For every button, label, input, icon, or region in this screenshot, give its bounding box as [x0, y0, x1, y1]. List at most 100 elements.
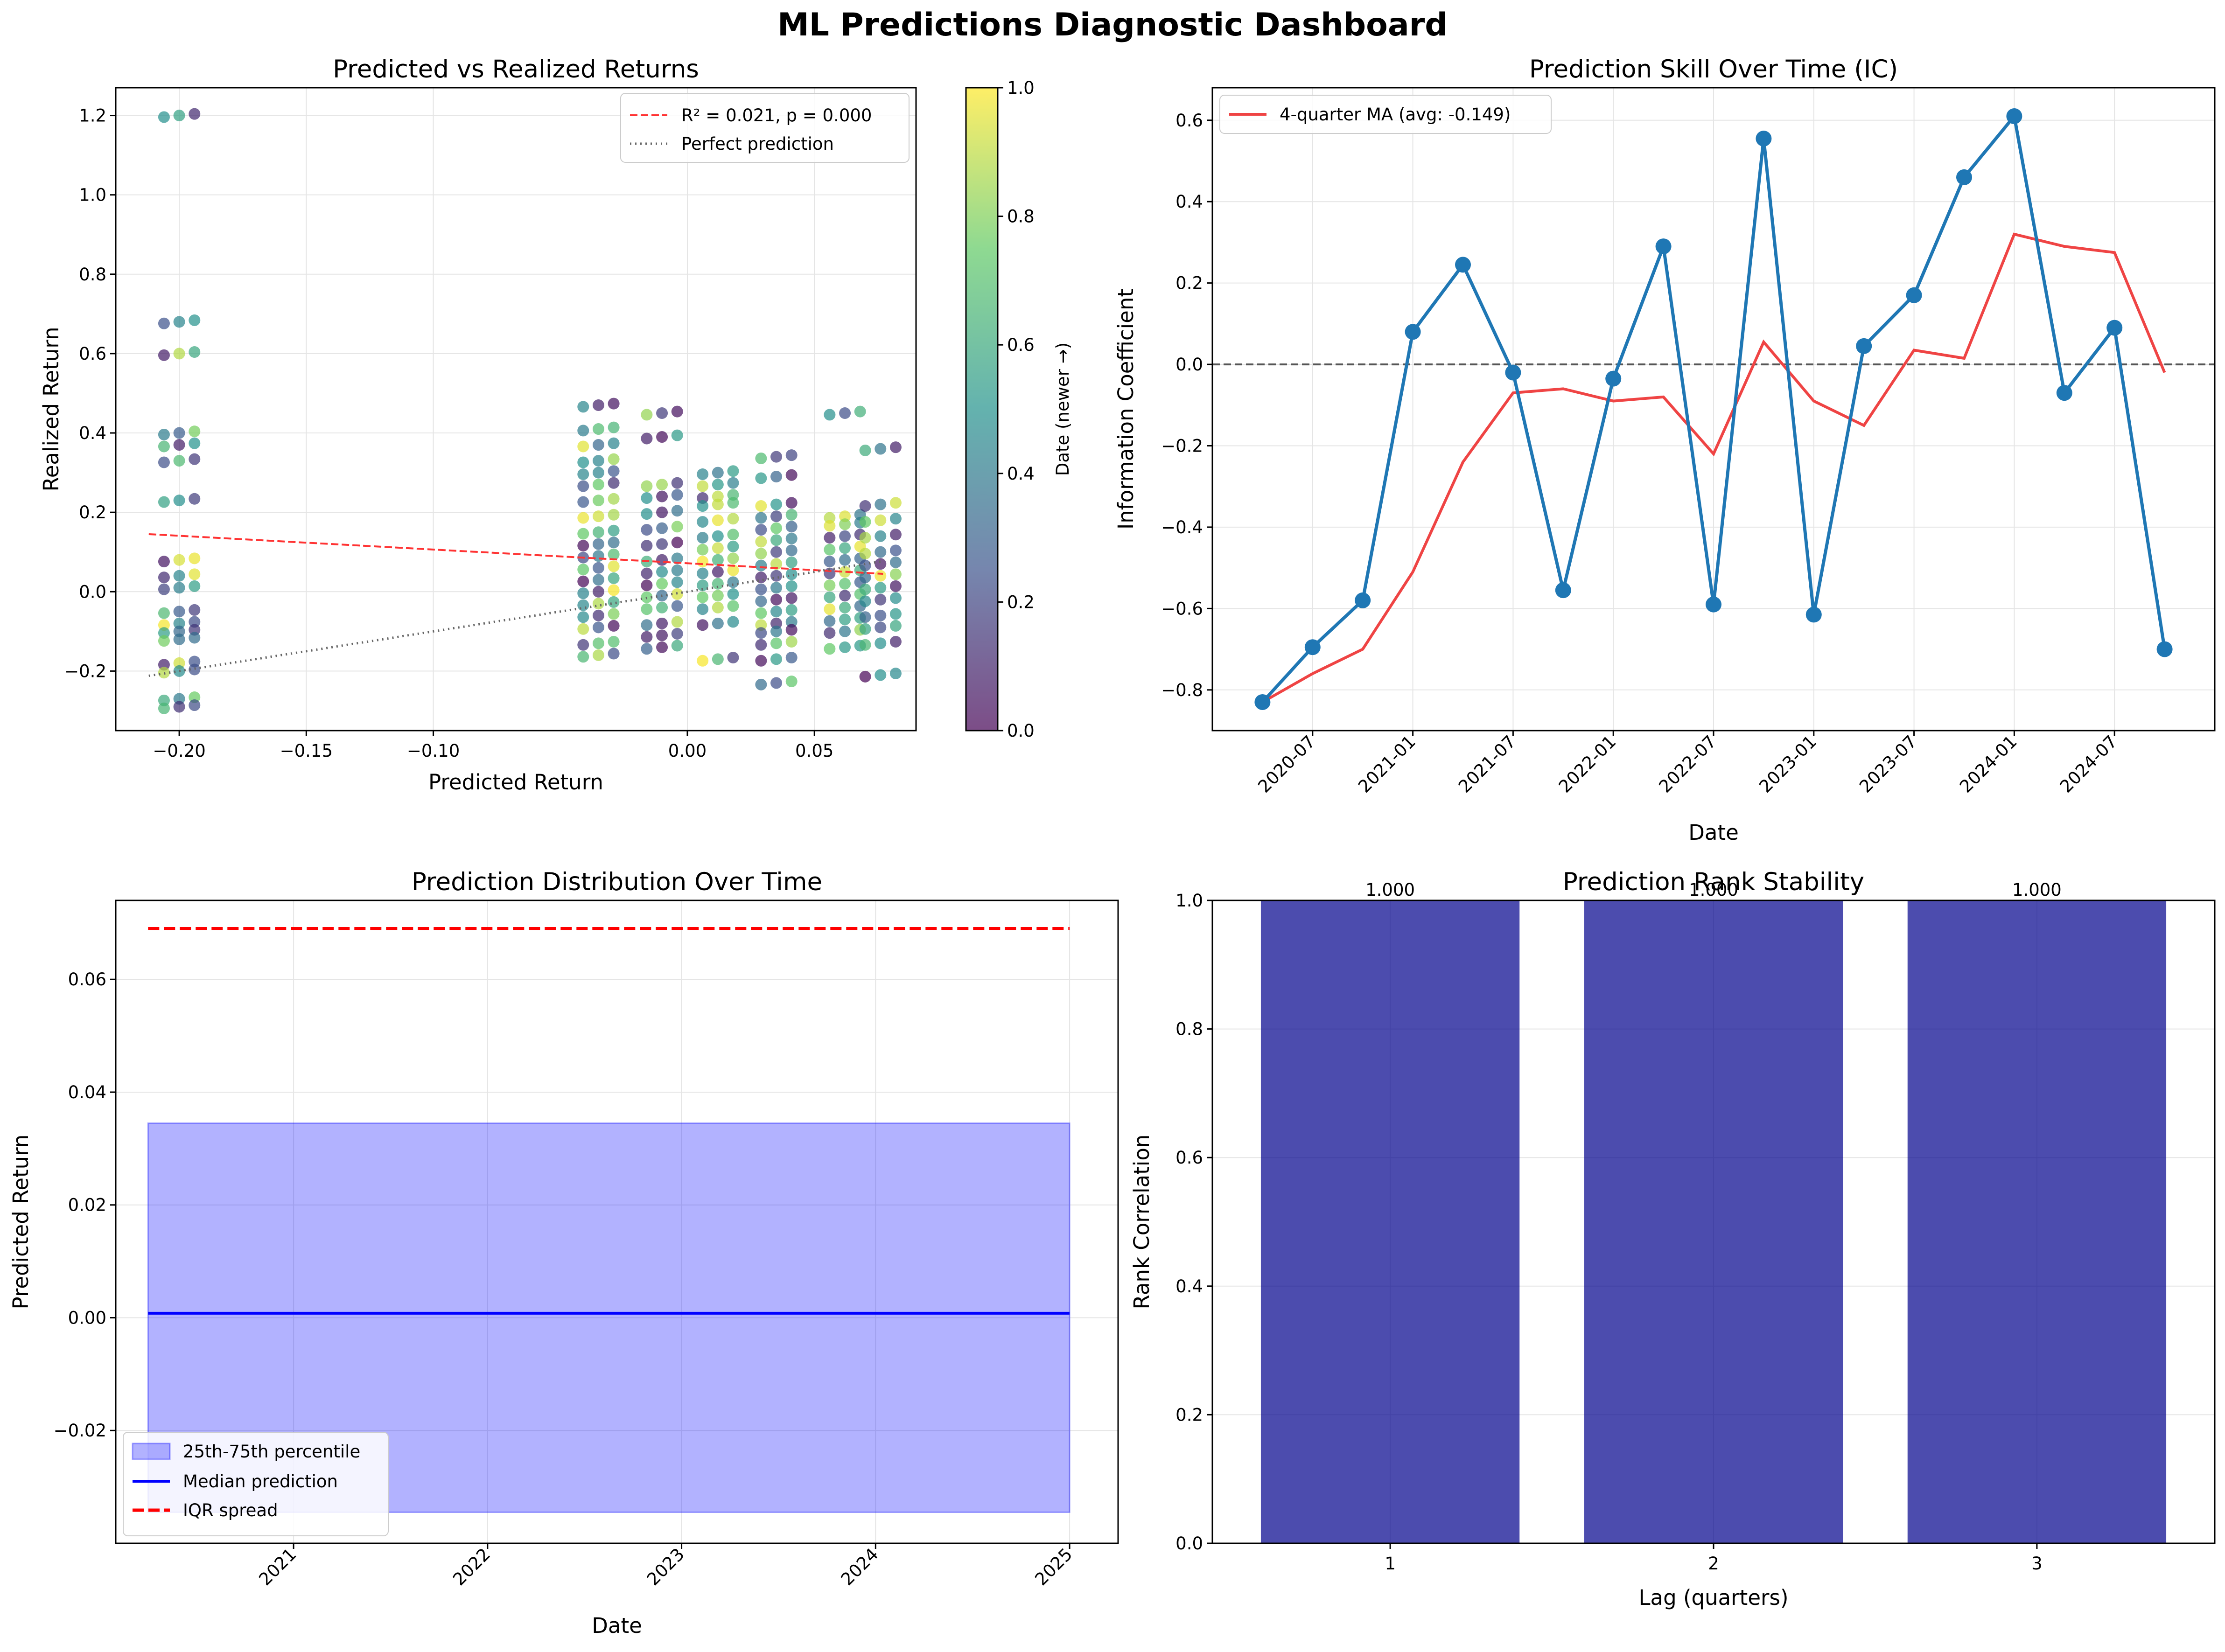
- scatter-points: [158, 108, 902, 714]
- scatter-point: [727, 588, 739, 600]
- scatter-point: [785, 497, 798, 509]
- scatter-point: [839, 590, 851, 602]
- scatter-point: [712, 566, 724, 578]
- scatter-point: [785, 604, 798, 616]
- y-tick-label: −0.2: [64, 661, 106, 681]
- scatter-point: [697, 603, 709, 615]
- scatter-point: [671, 429, 683, 441]
- scatter-point: [839, 613, 851, 626]
- scatter-point: [189, 425, 201, 438]
- scatter-point: [592, 495, 604, 507]
- ic-point: [1756, 131, 1772, 147]
- scatter-point: [608, 493, 620, 505]
- scatter-point: [712, 601, 724, 613]
- scatter-point: [577, 587, 589, 599]
- x-axis-label: Predicted Return: [428, 770, 603, 795]
- scatter-point: [824, 591, 836, 603]
- scatter-point: [592, 637, 604, 649]
- scatter-point: [158, 456, 170, 468]
- scatter-point: [158, 496, 170, 508]
- scatter-point: [859, 548, 871, 560]
- scatter-point: [592, 550, 604, 562]
- x-tick-label: 2021-01: [1354, 732, 1420, 797]
- scatter-point: [875, 558, 887, 570]
- scatter-point: [824, 643, 836, 655]
- y-tick-label: 0.6: [1175, 1148, 1203, 1168]
- ic-point: [1655, 238, 1672, 255]
- x-tick-label: 2023-01: [1755, 732, 1820, 797]
- scatter-point: [671, 521, 683, 533]
- colorbar-tick-label: 0.4: [1007, 464, 1035, 484]
- scatter-point: [875, 570, 887, 582]
- x-tick-label: −0.10: [407, 741, 460, 761]
- scatter-point: [785, 532, 798, 544]
- scatter-point: [854, 405, 866, 418]
- scatter-point: [592, 423, 604, 435]
- scatter-point: [173, 701, 185, 713]
- x-tick-label: 2023-07: [1855, 732, 1921, 797]
- scatter-point: [592, 479, 604, 491]
- ic-chart: −0.8 −0.6 −0.4 −0.2 0.0 0.2 0.4 0.6 2020-07 2021-…: [1113, 55, 2216, 845]
- scatter-point: [577, 575, 589, 587]
- chart-title: Prediction Distribution Over Time: [412, 868, 822, 896]
- scatter-point: [697, 480, 709, 492]
- scatter-point: [755, 512, 767, 524]
- scatter-point: [785, 651, 798, 663]
- x-tick-label: 2025: [1031, 1544, 1076, 1589]
- scatter-point: [577, 512, 589, 524]
- scatter-point: [839, 641, 851, 653]
- scatter-point: [577, 425, 589, 437]
- scatter-point: [577, 480, 589, 492]
- scatter-point: [608, 421, 620, 433]
- scatter-point: [875, 609, 887, 621]
- scatter-point: [608, 397, 620, 410]
- colorbar-tick-label: 1.0: [1007, 78, 1035, 98]
- scatter-point: [173, 554, 185, 566]
- scatter-point: [727, 564, 739, 576]
- scatter-point: [656, 578, 668, 590]
- ic-point: [1706, 596, 1721, 613]
- ic-point: [1505, 364, 1521, 381]
- x-tick-label: 2022-07: [1655, 732, 1721, 797]
- scatter-point: [656, 431, 668, 443]
- scatter-point: [712, 554, 724, 566]
- y-tick-label: 1.0: [79, 185, 106, 205]
- scatter-point: [173, 455, 185, 467]
- scatter-point: [770, 510, 783, 523]
- y-tick-label: 0.0: [79, 582, 106, 602]
- scatter-point: [592, 510, 604, 523]
- scatter-point: [641, 480, 653, 492]
- scatter-point: [889, 544, 902, 557]
- scatter-point: [859, 623, 871, 635]
- rank-stability-chart: 1.000 1.000 1.000 0.0 0.2 0.4 0.6 0.8 1.0 1 2 3 Pred…: [1129, 868, 2216, 1610]
- scatter-point: [173, 495, 185, 507]
- scatter-point: [641, 567, 653, 579]
- scatter-point: [770, 582, 783, 594]
- bar-value-label: 1.000: [2012, 880, 2062, 900]
- scatter-point: [189, 493, 201, 505]
- scatter-point: [608, 537, 620, 549]
- chart-title: Prediction Skill Over Time (IC): [1529, 55, 1898, 84]
- scatter-point: [755, 452, 767, 464]
- scatter-point: [608, 584, 620, 596]
- chart-title: Prediction Rank Stability: [1563, 868, 1864, 896]
- scatter-point: [671, 600, 683, 612]
- scatter-point: [712, 479, 724, 491]
- y-tick-label: 0.4: [1175, 192, 1203, 212]
- scatter-point: [712, 590, 724, 602]
- scatter-point: [875, 582, 887, 594]
- scatter-point: [824, 579, 836, 592]
- bar-value-label: 1.000: [1689, 880, 1738, 900]
- scatter-point: [158, 317, 170, 329]
- scatter-point: [770, 625, 783, 637]
- scatter-point: [173, 439, 185, 451]
- scatter-point: [173, 606, 185, 618]
- scatter-point: [839, 566, 851, 578]
- scatter-point: [577, 611, 589, 623]
- scatter-point: [770, 522, 783, 534]
- scatter-point: [577, 468, 589, 481]
- scatter-point: [770, 558, 783, 570]
- scatter-point: [755, 548, 767, 560]
- scatter-point: [592, 598, 604, 610]
- scatter-point: [592, 439, 604, 451]
